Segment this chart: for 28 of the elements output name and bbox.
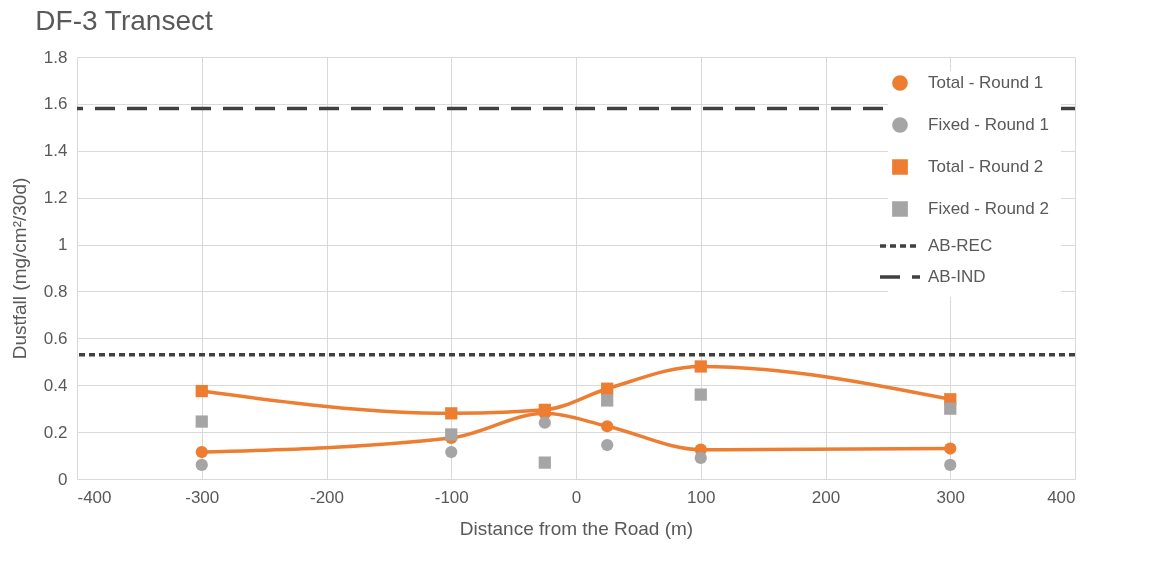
legend-label: Total - Round 1 [928, 73, 1044, 92]
x-tick-label: 300 [936, 487, 965, 507]
x-tick-label: -300 [185, 487, 220, 507]
y-tick-label: 1.4 [43, 141, 68, 161]
legend-label: AB-REC [928, 236, 993, 255]
y-tick-label: 0.2 [43, 422, 68, 442]
y-tick-label: 0 [58, 469, 68, 489]
x-tick-label: 400 [1047, 487, 1076, 507]
x-tick-label: 100 [687, 487, 716, 507]
x-tick-label: 0 [571, 487, 582, 507]
x-tick-label: -200 [309, 487, 345, 507]
y-tick-label: 1 [58, 235, 68, 255]
x-tick-label: -400 [77, 487, 112, 507]
legend-label: Fixed - Round 2 [928, 199, 1049, 218]
y-tick-label: 1.2 [43, 188, 68, 208]
legend-label: AB-IND [928, 267, 986, 286]
chart-title: DF-3 Transect [35, 5, 213, 36]
x-axis-title: Distance from the Road (m) [459, 517, 694, 539]
y-tick-label: 1.6 [43, 94, 68, 114]
legend-label: Total - Round 2 [928, 157, 1044, 176]
y-tick-label: 0.6 [43, 328, 68, 348]
legend-label: Fixed - Round 1 [928, 115, 1049, 134]
y-axis-title: Dustfall (mg/cm²/30d) [8, 177, 30, 360]
y-tick-label: 0.8 [43, 281, 68, 301]
x-tick-label: -100 [434, 487, 469, 507]
x-tick-label: 200 [811, 487, 841, 507]
y-tick-label: 1.8 [43, 47, 68, 67]
y-tick-label: 0.4 [43, 375, 68, 395]
